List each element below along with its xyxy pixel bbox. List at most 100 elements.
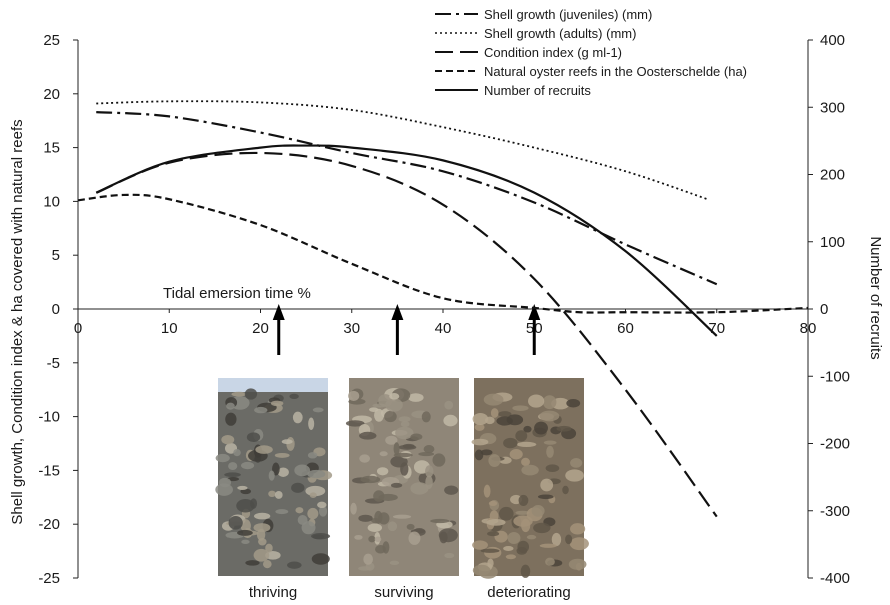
photo-texture: [359, 431, 377, 440]
photo-texture: [521, 457, 530, 467]
photo-texture: [369, 407, 379, 412]
photo-texture: [311, 533, 331, 540]
photo-texture: [354, 534, 363, 540]
x-tick-label: 10: [161, 320, 178, 337]
y-left-tick-label: 25: [43, 32, 60, 49]
photo-texture: [542, 395, 557, 410]
photo-texture: [406, 523, 415, 530]
photo-texture: [253, 548, 270, 562]
photo-texture: [483, 393, 504, 406]
photo-texture: [254, 406, 268, 414]
legend-label: Natural oyster reefs in the Oosterscheld…: [484, 64, 747, 79]
photo-texture: [379, 451, 388, 457]
photo-texture: [565, 534, 573, 545]
photo-texture: [421, 411, 431, 423]
y-left-tick-label: -15: [38, 462, 60, 479]
photo-texture: [253, 523, 271, 533]
photo-texture: [265, 543, 273, 553]
photo-texture: [512, 405, 529, 411]
photo-texture: [444, 485, 459, 495]
photo-texture: [486, 519, 506, 526]
photo-texture: [348, 390, 360, 401]
series-line-5: [95, 144, 718, 337]
photo-texture: [537, 494, 554, 500]
photo-texture: [268, 490, 276, 498]
photo-texture: [533, 522, 551, 534]
photo-texture: [224, 472, 241, 478]
photo-texture: [513, 515, 533, 527]
photo-texture: [308, 417, 315, 430]
photo-thriving: [215, 378, 333, 576]
y-right-tick-label: -300: [820, 503, 850, 520]
photo-texture: [265, 551, 281, 560]
photo-texture: [345, 420, 365, 427]
photo-texture: [244, 388, 258, 400]
photo-texture: [231, 391, 247, 397]
emersion-arrows: [272, 304, 541, 355]
photo-texture: [312, 407, 324, 413]
photo-texture: [539, 410, 560, 422]
x-tick-label: 20: [252, 320, 269, 337]
legend: Shell growth (juveniles) (mm) Shell growt…: [435, 7, 747, 98]
photo-texture: [374, 536, 382, 542]
photo-texture: [291, 482, 305, 493]
photo-texture: [277, 467, 289, 477]
photo-texture: [236, 499, 255, 513]
photo-texture: [516, 441, 537, 448]
photo-texture: [472, 413, 489, 425]
photo-texture: [387, 521, 398, 532]
photo-texture: [507, 532, 521, 545]
photo-texture: [307, 507, 319, 520]
photo-texture: [423, 445, 435, 454]
photo-texture: [393, 452, 413, 458]
photo-texture: [480, 548, 500, 553]
photo-caption: thriving: [249, 584, 297, 601]
photo-sky: [218, 378, 328, 392]
photo-texture: [543, 440, 557, 445]
photo-texture: [509, 449, 523, 460]
photo-texture: [221, 435, 235, 445]
photo-texture: [287, 561, 302, 569]
photo-texture: [407, 393, 424, 402]
photo-texture: [376, 467, 389, 476]
photo-texture: [474, 423, 485, 431]
photo-texture: [268, 470, 275, 481]
photo-texture: [444, 400, 454, 410]
x-tick-label: 80: [800, 320, 817, 337]
arrow-head: [391, 304, 404, 320]
x-tick-label: 60: [617, 320, 634, 337]
arrow-head: [528, 304, 541, 320]
photo-surviving: [345, 378, 459, 576]
photo-texture: [515, 430, 528, 442]
photo-texture: [237, 529, 253, 536]
photo-texture: [523, 425, 532, 433]
tick-labels: -25 -20 -15 -10 -5 0 5 10 15 20 25 -400 -300 -200 -100…: [38, 32, 850, 587]
photo-texture: [531, 504, 545, 517]
photo-texture: [503, 546, 514, 552]
photo-texture: [526, 534, 537, 540]
legend-label: Shell growth (adults) (mm): [484, 26, 636, 41]
photo-texture: [262, 560, 272, 569]
photo-texture: [215, 453, 230, 463]
photo-texture: [368, 535, 376, 543]
photo-texture: [400, 420, 410, 428]
photo-texture: [245, 560, 260, 566]
photo-texture: [400, 462, 409, 476]
photo-texture: [503, 437, 518, 449]
photo-texture: [274, 490, 283, 499]
photo-texture: [359, 454, 371, 463]
photo-texture: [395, 426, 414, 440]
photo-texture: [570, 523, 586, 535]
photo-texture: [398, 416, 411, 422]
photo-texture: [520, 564, 531, 578]
photo-texture: [474, 449, 484, 461]
photo-texture: [246, 432, 261, 443]
x-tick-label: 40: [435, 320, 452, 337]
photo-texture: [439, 531, 448, 544]
legend-label: Condition index (g ml-1): [484, 45, 622, 60]
photo-texture: [432, 453, 446, 467]
photo-texture: [410, 482, 429, 495]
axes: [73, 39, 813, 579]
photo-texture: [490, 408, 499, 418]
y-left-tick-label: -25: [38, 570, 60, 587]
